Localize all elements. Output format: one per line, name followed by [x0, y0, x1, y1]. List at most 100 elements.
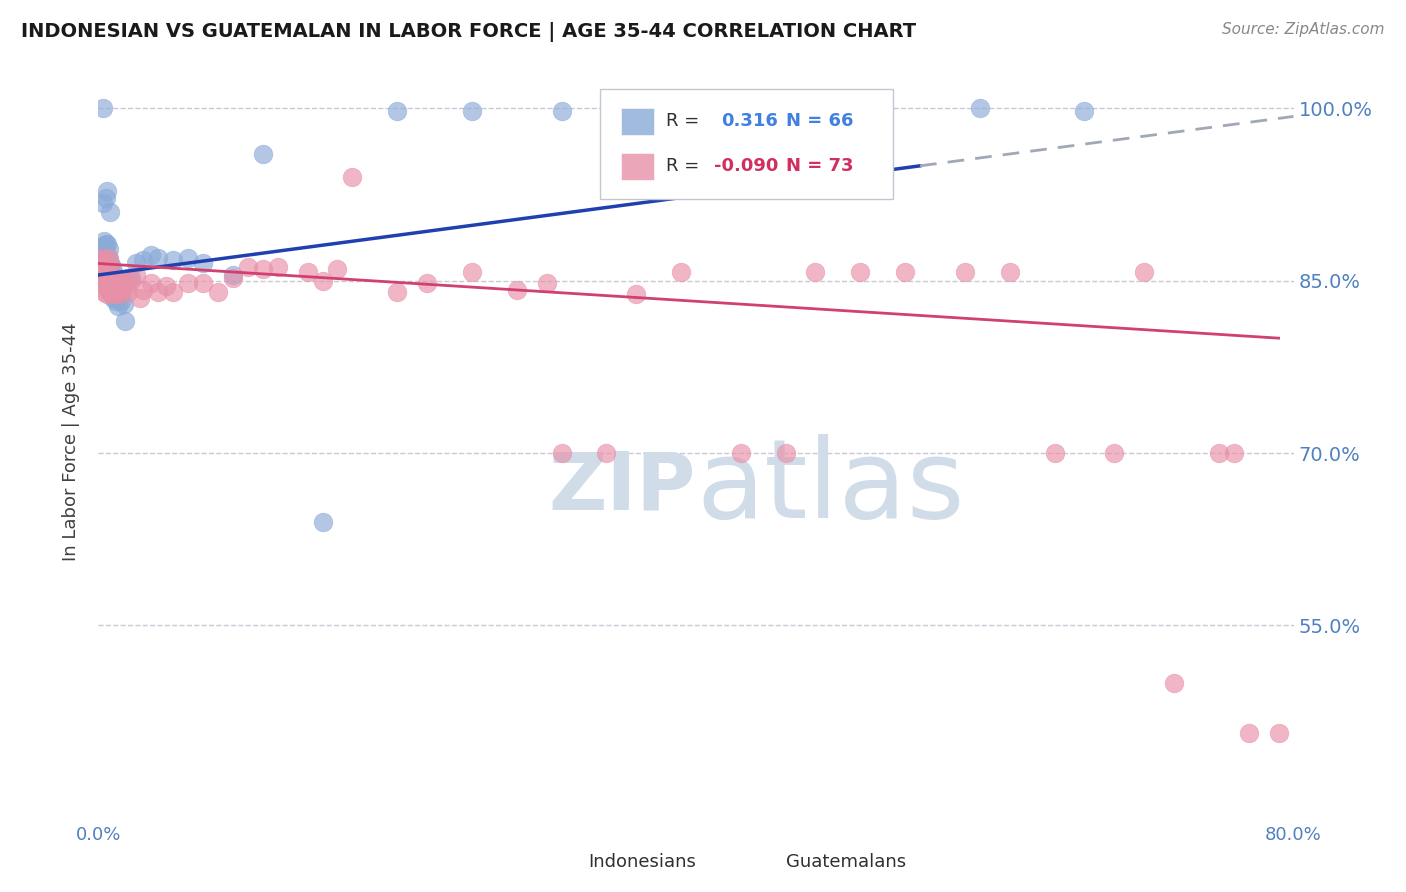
Point	[969, 102, 991, 116]
Text: 0.316: 0.316	[721, 112, 778, 130]
Point	[804, 264, 827, 278]
Point	[93, 285, 115, 300]
Point	[139, 248, 162, 262]
FancyBboxPatch shape	[620, 108, 654, 135]
Point	[1163, 675, 1185, 690]
Point	[91, 239, 114, 253]
Point	[252, 147, 274, 161]
Point	[1237, 726, 1260, 740]
Point	[90, 251, 112, 265]
Point	[96, 260, 118, 274]
Point	[97, 253, 120, 268]
Point	[385, 285, 409, 300]
Point	[595, 446, 617, 460]
Point	[110, 294, 132, 309]
Point	[536, 276, 558, 290]
Text: N = 66: N = 66	[786, 112, 853, 130]
Point	[93, 260, 115, 274]
Point	[98, 285, 122, 300]
Point	[297, 264, 319, 278]
Point	[191, 276, 214, 290]
Point	[125, 256, 148, 270]
Point	[108, 287, 131, 301]
Point	[112, 296, 135, 310]
Point	[111, 285, 134, 300]
FancyBboxPatch shape	[620, 153, 654, 180]
Point	[101, 268, 124, 282]
Point	[93, 268, 115, 282]
Point	[93, 234, 115, 248]
Point	[114, 314, 136, 328]
Point	[98, 256, 122, 270]
Point	[162, 285, 184, 300]
Point	[107, 299, 129, 313]
Point	[139, 276, 162, 290]
Point	[120, 274, 142, 288]
Point	[207, 285, 229, 300]
Point	[94, 279, 117, 293]
Point	[120, 271, 142, 285]
Point	[97, 274, 120, 288]
Point	[94, 236, 117, 251]
Point	[461, 264, 484, 278]
Point	[148, 285, 170, 300]
Point	[96, 271, 118, 285]
Text: ZIP: ZIP	[548, 448, 696, 526]
Point	[93, 245, 115, 260]
Text: -0.090: -0.090	[714, 158, 779, 176]
Point	[117, 285, 139, 300]
Point	[89, 260, 111, 274]
Point	[94, 248, 117, 262]
Point	[91, 262, 114, 277]
Point	[177, 251, 200, 265]
Point	[1267, 726, 1289, 740]
Point	[90, 262, 112, 277]
Point	[97, 283, 120, 297]
Point	[103, 274, 125, 288]
Point	[1223, 446, 1246, 460]
Point	[236, 260, 259, 274]
Point	[96, 287, 118, 301]
FancyBboxPatch shape	[600, 89, 893, 199]
Point	[1133, 264, 1156, 278]
Text: N = 73: N = 73	[786, 158, 853, 176]
Point	[97, 264, 120, 278]
Point	[97, 251, 120, 265]
Point	[775, 446, 797, 460]
Point	[162, 253, 184, 268]
Point	[96, 268, 118, 282]
Point	[101, 287, 124, 301]
Point	[108, 279, 131, 293]
Point	[97, 264, 120, 278]
FancyBboxPatch shape	[553, 853, 579, 874]
Point	[1073, 103, 1095, 118]
Point	[132, 253, 155, 268]
Point	[550, 446, 572, 460]
Point	[148, 251, 170, 265]
Point	[111, 274, 134, 288]
Point	[98, 276, 122, 290]
Point	[96, 248, 118, 262]
Point	[177, 276, 200, 290]
Point	[94, 264, 117, 278]
Point	[267, 260, 290, 274]
Point	[91, 195, 114, 210]
Point	[101, 260, 124, 274]
Point	[311, 274, 333, 288]
Point	[191, 256, 214, 270]
Point	[461, 103, 484, 118]
Point	[626, 287, 648, 301]
Point	[93, 253, 115, 268]
Point	[640, 102, 662, 116]
Text: INDONESIAN VS GUATEMALAN IN LABOR FORCE | AGE 35-44 CORRELATION CHART: INDONESIAN VS GUATEMALAN IN LABOR FORCE …	[21, 22, 917, 42]
Text: R =: R =	[666, 112, 704, 130]
Point	[1208, 446, 1230, 460]
Point	[105, 285, 128, 300]
Point	[98, 260, 122, 274]
Point	[94, 191, 117, 205]
Point	[222, 271, 245, 285]
Text: R =: R =	[666, 158, 704, 176]
Point	[103, 271, 125, 285]
Point	[96, 184, 118, 198]
Point	[998, 264, 1021, 278]
